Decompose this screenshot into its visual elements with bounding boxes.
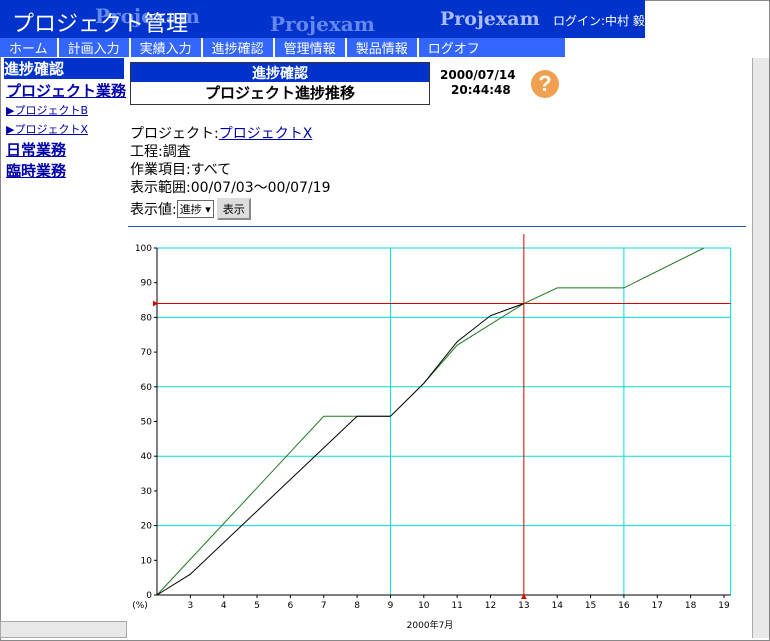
info-value: すべて: [190, 162, 232, 178]
info-label: 作業項目:: [130, 162, 191, 178]
x-tick-label: 6: [288, 601, 294, 611]
select[interactable]: 進捗 ▾: [176, 200, 214, 218]
show-button[interactable]: 表示: [216, 198, 251, 220]
x-tick-label: 8: [354, 601, 360, 611]
header: Projexam Projexam プロジェクト管理 Projexam ログイン…: [0, 0, 645, 38]
y-tick-label: 100: [135, 244, 152, 254]
project-link[interactable]: ▶プロジェクトX: [6, 123, 88, 136]
help-icon[interactable]: ?: [531, 70, 559, 98]
panel-subtitle: プロジェクト進捗推移: [204, 84, 355, 102]
sidebar-current: 進捗確認: [4, 58, 124, 79]
y-tick-label: 80: [141, 313, 153, 323]
x-tick-label: 3: [187, 601, 193, 611]
y-tick-label: 60: [141, 383, 153, 393]
panel-box: 進捗確認 プロジェクト進捗推移: [130, 62, 430, 105]
x-axis-title: 2000年7月: [407, 619, 454, 631]
nav-bar: ホーム 計画入力 実績入力 進捗確認 管理情報 製品情報 ログオフ: [0, 38, 565, 57]
x-tick-label: 11: [451, 601, 462, 611]
y-tick-label: 10: [141, 556, 153, 566]
x-tick-label: 16: [618, 601, 630, 611]
info-label: 表示範囲:: [130, 180, 191, 196]
divider: [128, 226, 746, 227]
y-tick-label: 70: [141, 348, 153, 358]
nav-item[interactable]: 進捗確認: [203, 38, 275, 57]
project-link[interactable]: ▶プロジェクトB: [6, 104, 89, 117]
info-row: 表示範囲:00/07/03〜00/07/19: [130, 179, 330, 197]
control-label: 表示値:: [130, 202, 177, 218]
y-tick-label: 90: [141, 279, 153, 289]
y-tick-label: 50: [141, 418, 153, 428]
sidebar-link[interactable]: 臨時業務: [6, 162, 67, 180]
x-tick-label: 18: [685, 601, 697, 611]
controls: 表示値: 進捗 ▾ 表示: [130, 198, 251, 220]
info-value: 調査: [162, 144, 191, 160]
info-value[interactable]: プロジェクトX: [218, 126, 313, 142]
x-tick-label: 10: [418, 601, 430, 611]
x-tick-label: 14: [551, 601, 563, 611]
h-scrollbar[interactable]: [0, 621, 127, 638]
v-scrollbar[interactable]: [752, 58, 769, 638]
info-label: プロジェクト:: [130, 126, 219, 142]
y-tick-label: 20: [141, 522, 153, 532]
nav-item[interactable]: ログオフ: [427, 42, 480, 57]
info-row: 工程:調査: [130, 143, 330, 161]
sidebar-link[interactable]: 日常業務: [6, 141, 67, 159]
y-tick-label: 30: [141, 487, 153, 497]
marker-arrow: [520, 594, 527, 599]
nav-item[interactable]: 管理情報: [275, 38, 347, 57]
select-value: 進捗: [179, 203, 202, 216]
x-tick-label: 17: [652, 601, 663, 611]
series-line: [156, 303, 525, 596]
app-title: プロジェクト管理: [12, 12, 189, 37]
info-block: プロジェクト:プロジェクトX 工程:調査 作業項目:すべて 表示範囲:00/07/03…: [130, 125, 330, 197]
nav-item[interactable]: 実績入力: [131, 38, 203, 57]
x-tick-label: 4: [221, 601, 227, 611]
watermark: Projexam: [270, 12, 375, 36]
info-row: プロジェクト:プロジェクトX: [130, 125, 330, 143]
info-row: 作業項目:すべて: [130, 161, 330, 179]
x-tick-label: 9: [388, 601, 394, 611]
x-tick-label: 13: [518, 601, 529, 611]
marker-arrow: [153, 300, 158, 307]
logo: Projexam: [440, 8, 540, 30]
x-tick-label: 5: [254, 601, 260, 611]
x-tick-label: 7: [321, 601, 327, 611]
x-tick-label: 19: [718, 601, 730, 611]
y-tick-label: 0: [146, 591, 152, 601]
sidebar-link[interactable]: プロジェクト業務: [6, 82, 127, 100]
x-tick-label: 15: [585, 601, 596, 611]
nav-item[interactable]: 製品情報: [347, 38, 419, 57]
date: 2000/07/14: [440, 68, 516, 82]
x-tick-label: 12: [485, 601, 496, 611]
info-label: 工程:: [130, 144, 163, 160]
y-unit: (%): [132, 601, 148, 611]
series-line: [156, 247, 705, 596]
y-tick-label: 40: [141, 452, 153, 462]
info-value: 00/07/03〜00/07/19: [190, 180, 331, 196]
nav-item[interactable]: 計画入力: [59, 38, 131, 57]
login-info: ログイン:中村 毅: [553, 14, 645, 28]
time: 20:44:48: [451, 83, 511, 97]
watermark: Projexam: [95, 4, 200, 28]
panel-title: 進捗確認: [131, 63, 429, 82]
nav-item[interactable]: ホーム: [0, 38, 59, 57]
